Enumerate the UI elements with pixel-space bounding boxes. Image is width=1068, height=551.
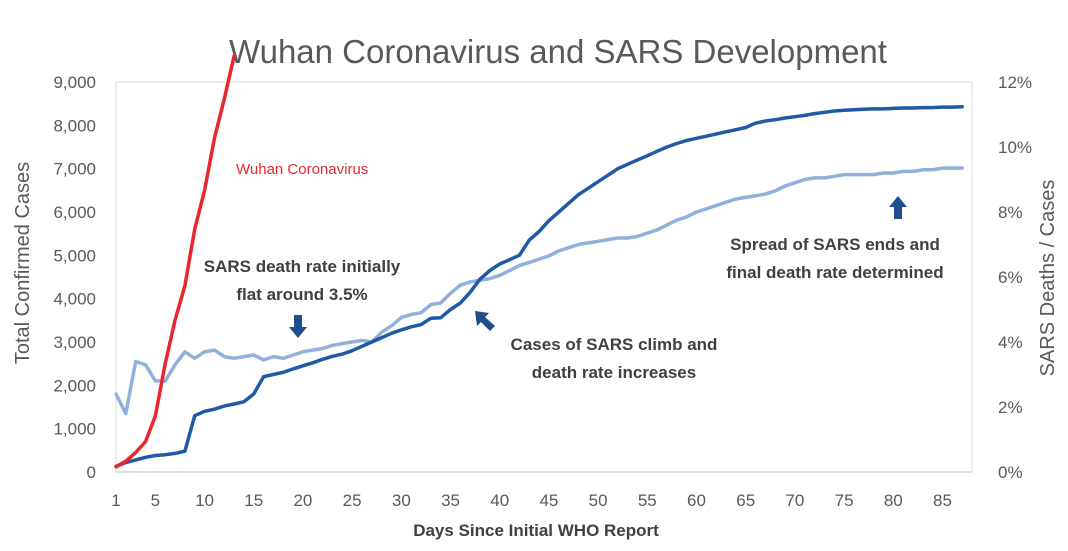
x-tick-label: 65 [736, 491, 755, 510]
x-tick-label: 70 [785, 491, 804, 510]
y-tick-label: 6,000 [53, 203, 96, 222]
x-tick-label: 80 [884, 491, 903, 510]
y2-tick-label: 10% [998, 138, 1032, 157]
y-tick-label: 3,000 [53, 333, 96, 352]
y-axis-ticks: 0 1,000 2,000 3,000 4,000 5,000 6,000 7,000 8,00… [53, 73, 96, 482]
annotation-text-line: SARS death rate initially [204, 257, 401, 276]
arrow-up-left-icon [475, 311, 495, 331]
y-tick-label: 9,000 [53, 73, 96, 92]
annotation-text-line: death rate increases [532, 363, 696, 382]
y2-tick-label: 0% [998, 463, 1023, 482]
y-tick-label: 4,000 [53, 290, 96, 309]
y2-axis-ticks: 0% 2% 4% 6% 8% 10% 12% [998, 73, 1032, 482]
x-tick-label: 75 [835, 491, 854, 510]
y2-tick-label: 4% [998, 333, 1023, 352]
x-tick-label: 40 [490, 491, 509, 510]
y-tick-label: 5,000 [53, 246, 96, 265]
annotation-text-line: Spread of SARS ends and [730, 235, 940, 254]
annotation-text-line: Cases of SARS climb and [511, 335, 718, 354]
y2-tick-label: 6% [998, 268, 1023, 287]
y-tick-label: 7,000 [53, 160, 96, 179]
y-tick-label: 8,000 [53, 116, 96, 135]
annotation-cases-climb: Cases of SARS climb and death rate incre… [475, 311, 717, 382]
sars-cases-line [114, 104, 964, 469]
y2-tick-label: 12% [998, 73, 1032, 92]
annotation-spread-ends: Spread of SARS ends and final death rate… [726, 196, 944, 282]
x-tick-label: 10 [195, 491, 214, 510]
arrow-up-icon [889, 196, 907, 219]
y-tick-label: 2,000 [53, 376, 96, 395]
y2-axis-title: SARS Deaths / Cases [1037, 180, 1059, 377]
x-tick-label: 50 [589, 491, 608, 510]
x-tick-label: 5 [151, 491, 160, 510]
x-tick-label: 45 [539, 491, 558, 510]
x-tick-label: 25 [343, 491, 362, 510]
y-tick-label: 1,000 [53, 420, 96, 439]
wuhan-series-label: Wuhan Coronavirus [236, 161, 368, 178]
x-tick-label: 30 [392, 491, 411, 510]
y2-tick-label: 2% [998, 398, 1023, 417]
y-axis-title: Total Confirmed Cases [12, 162, 34, 364]
wuhan-coronavirus-line [114, 54, 236, 469]
x-tick-label: 55 [638, 491, 657, 510]
x-tick-label: 60 [687, 491, 706, 510]
y-tick-label: 0 [87, 463, 96, 482]
y2-tick-label: 8% [998, 203, 1023, 222]
annotation-text-line: final death rate determined [726, 263, 943, 282]
arrow-down-icon [289, 315, 307, 338]
x-tick-label: 35 [441, 491, 460, 510]
series-layer [114, 54, 964, 469]
chart-title: Wuhan Coronavirus and SARS Development [229, 33, 887, 70]
x-axis-ticks: 1 5 10 15 20 25 30 35 40 45 50 55 60 65 70 75 80 85 [111, 491, 952, 510]
annotation-death-rate-flat: SARS death rate initially flat around 3.… [204, 257, 401, 338]
x-tick-label: 85 [933, 491, 952, 510]
x-tick-label: 1 [111, 491, 120, 510]
x-axis-title: Days Since Initial WHO Report [413, 521, 659, 540]
x-tick-label: 20 [293, 491, 312, 510]
x-tick-label: 15 [244, 491, 263, 510]
sars-death-rate-line [114, 166, 964, 416]
annotation-text-line: flat around 3.5% [236, 285, 367, 304]
